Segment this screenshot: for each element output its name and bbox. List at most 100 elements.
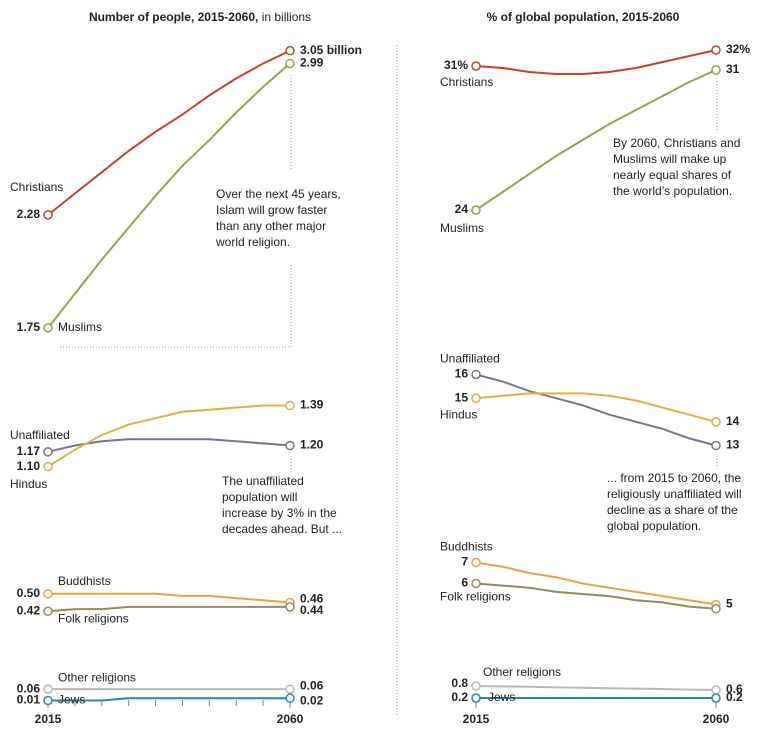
endpoint-marker [471,681,481,691]
legend-label: Buddhists [58,574,111,588]
value-label: 5 [726,597,733,611]
annotation: world religion. [215,235,290,249]
endpoint-marker [711,693,721,703]
legend-label: Folk religions [440,590,511,604]
endpoint-marker [285,58,295,69]
endpoint-marker [43,461,53,472]
series-line [47,49,291,216]
value-label: 31% [444,58,468,72]
series-line [48,697,290,702]
annotation: increase by 3% in the [222,506,337,520]
legend-label: Muslims [440,221,484,235]
legend-label: Folk religions [58,611,129,625]
endpoint-marker [711,45,721,55]
endpoint-marker [43,684,53,694]
series-line [47,605,290,613]
value-label: 0.42 [17,603,41,617]
chart-title: Number of people, 2015-2060, in billions [89,10,311,24]
series-line [475,582,717,610]
annotation: global population. [607,519,701,533]
value-label: 15 [455,390,469,404]
legend-label: Hindus [10,477,47,491]
endpoint-marker [471,557,481,568]
annotation: than any other major [216,219,326,233]
endpoint-marker [711,603,721,614]
value-label: 0.02 [300,693,324,707]
value-label: 1.39 [300,398,324,412]
value-label: 6 [461,576,468,590]
endpoint-marker [43,447,53,457]
value-label: 0.2 [451,690,468,704]
legend-label: Christians [10,180,63,194]
endpoint-marker [711,65,721,75]
value-label: 13 [726,438,740,452]
series-line [475,392,717,423]
endpoint-marker [471,578,481,589]
legend-label: Hindus [440,407,477,421]
series-line [475,373,717,447]
endpoint-marker [285,684,295,694]
endpoint-marker [285,440,295,451]
endpoint-marker [43,323,53,333]
title-unit: in billions [262,10,311,24]
legend-label: Jews [488,690,515,704]
annotation: By 2060, Christians and [613,136,740,150]
value-label: 0.2 [726,690,743,704]
annotation: population will [222,490,297,504]
annotation: Over the next 45 years, [216,187,341,201]
value-label: 16 [455,367,469,381]
legend-label: Other religions [483,665,561,679]
legend-label: Muslims [58,320,102,334]
annotation: religiously unaffiliated will [607,487,742,501]
endpoint-marker [285,602,295,612]
endpoint-marker [471,393,481,403]
endpoint-marker [471,61,481,71]
value-label: 0.44 [300,603,324,617]
annotation: decline as a share of the [607,503,738,517]
endpoint-marker [471,369,481,380]
legend-label: Christians [440,75,493,89]
value-label: 31 [726,62,740,76]
legend-label: Unaffiliated [10,428,70,442]
title-main: Number of people, 2015-2060, [89,10,258,24]
value-label: 3.05 billion [300,43,362,57]
series-line [475,49,717,75]
annotation: ... from 2015 to 2060, the [607,471,741,485]
value-label: 2.28 [17,207,41,221]
value-label: 1.75 [17,320,41,334]
endpoint-marker [471,205,481,215]
x-tick-label: 2015 [35,712,62,726]
endpoint-marker [471,693,481,703]
x-tick-label: 2015 [463,712,490,726]
annotation: The unaffiliated [222,474,304,488]
value-label: 0.06 [17,681,41,695]
series-line [475,561,717,606]
endpoint-marker [711,685,721,695]
endpoint-marker [285,45,295,56]
value-label: 7 [461,555,468,569]
annotation: nearly equal shares of [613,168,732,182]
value-label: 0.01 [17,693,41,707]
value-label: 1.17 [17,444,41,458]
legend-label: Unaffiliated [440,352,500,366]
value-label: 0.06 [300,678,324,692]
value-label: 1.20 [300,438,324,452]
endpoint-marker [285,693,295,703]
value-label: 0.46 [300,592,324,606]
value-label: 0.6 [726,682,743,696]
series-line [48,592,291,604]
series-line [47,62,291,329]
annotation: decades ahead. But ... [222,522,342,536]
value-label: 1.10 [17,459,41,473]
endpoint-marker [43,695,53,706]
x-tick-label: 2060 [703,712,730,726]
value-label: 2.99 [300,56,324,70]
annotation: Islam will grow faster [216,203,327,217]
legend-label: Other religions [58,670,136,684]
series-line [475,685,717,691]
series-line [47,404,290,468]
chart-title: % of global population, 2015-2060 [487,10,680,24]
endpoint-marker [711,440,721,451]
annotation: the world’s population. [613,184,732,198]
